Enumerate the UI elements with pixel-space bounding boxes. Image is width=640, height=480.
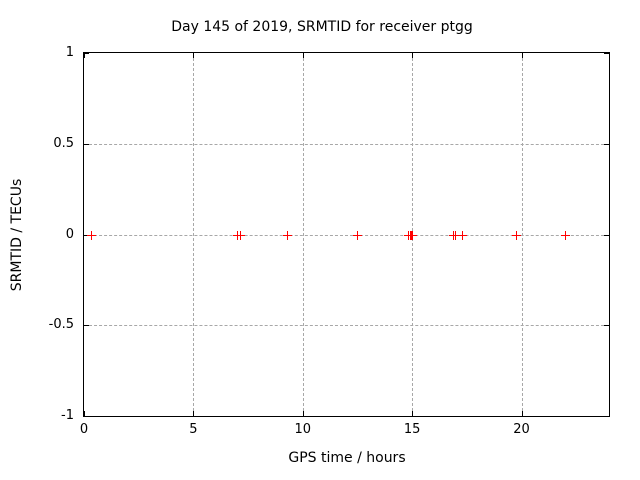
x-tick-top — [521, 53, 523, 58]
x-tick-label: 20 — [513, 422, 530, 437]
data-point-marker — [458, 230, 468, 240]
chart-title: Day 145 of 2019, SRMTID for receiver ptg… — [171, 19, 473, 35]
x-tick-bottom — [521, 411, 523, 416]
gridline-horizontal — [84, 143, 609, 145]
y-tick-left — [84, 325, 89, 327]
y-tick-left — [84, 53, 89, 54]
y-tick-left — [84, 234, 89, 236]
data-point-marker — [236, 230, 246, 240]
data-point-marker — [353, 230, 363, 240]
y-axis-label: SRMTID / TECUs — [9, 178, 25, 292]
x-tick-bottom — [84, 411, 85, 416]
x-tick-label: 0 — [79, 422, 89, 437]
data-point-marker — [561, 230, 571, 240]
x-tick-label: 15 — [403, 422, 421, 437]
gridline-horizontal — [84, 234, 609, 236]
y-tick-right — [604, 53, 609, 54]
y-tick-label: -1 — [61, 408, 74, 423]
y-tick-left — [84, 143, 89, 145]
plot-area: 0 5 10 15 20 -1 -0.5 0 0.5 1 — [49, 46, 610, 437]
x-tick-label: 5 — [189, 422, 198, 437]
y-tick-label: 0.5 — [53, 135, 74, 151]
y-tick-right — [604, 143, 609, 145]
data-point-marker — [408, 230, 418, 240]
data-point-marker — [86, 230, 96, 240]
data-point-marker — [512, 230, 522, 240]
x-tick-bottom — [193, 411, 195, 416]
y-tick-right — [604, 325, 609, 327]
x-tick-top — [193, 53, 195, 58]
x-tick-bottom — [302, 411, 304, 416]
y-tick-right — [604, 234, 609, 236]
y-tick-left — [84, 416, 89, 417]
gridline-horizontal — [84, 325, 609, 327]
y-tick-label: 1 — [65, 45, 74, 60]
x-tick-top — [302, 53, 304, 58]
data-point-marker — [283, 230, 293, 240]
y-tick-right — [604, 416, 609, 417]
x-tick-bottom — [412, 411, 414, 416]
y-tick-label: 0 — [65, 226, 74, 242]
x-tick-top — [84, 53, 85, 58]
data-point-marker — [450, 230, 460, 240]
x-tick-label: 10 — [294, 422, 312, 437]
x-tick-top — [412, 53, 414, 58]
y-tick-label: -0.5 — [48, 317, 74, 333]
x-axis-label: GPS time / hours — [288, 450, 406, 466]
